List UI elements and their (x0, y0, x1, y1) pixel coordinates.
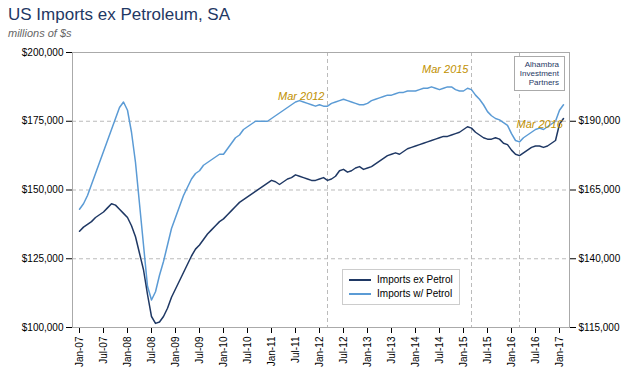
html-text:US Imports ex Petroleum, SA: US Imports ex Petroleum, SA (8, 5, 230, 24)
svg-text:Jan-14: Jan-14 (410, 336, 421, 367)
svg-text:$165,000: $165,000 (579, 184, 621, 195)
svg-text:$125,000: $125,000 (22, 253, 64, 264)
svg-text:Jul-11: Jul-11 (290, 336, 301, 363)
svg-text:Jan-10: Jan-10 (218, 336, 229, 367)
svg-text:Mar 2016: Mar 2016 (517, 118, 564, 130)
svg-text:Jan-08: Jan-08 (122, 336, 133, 367)
svg-text:Jul-08: Jul-08 (146, 336, 157, 364)
svg-text:Mar 2015: Mar 2015 (422, 63, 469, 75)
svg-text:Jan-17: Jan-17 (554, 336, 565, 367)
svg-text:Jul-15: Jul-15 (482, 336, 493, 364)
svg-text:Jan-13: Jan-13 (362, 336, 373, 367)
svg-text:$115,000: $115,000 (579, 322, 620, 333)
svg-text:Jul-09: Jul-09 (194, 336, 205, 364)
html-text:Imports w/ Petrol: Imports w/ Petrol (377, 288, 453, 299)
html-text:Alhambra Investment Partners: Alhambra Investment Partners (519, 60, 559, 87)
svg-text:Jul-16: Jul-16 (530, 336, 541, 364)
svg-text:Jul-14: Jul-14 (434, 336, 445, 364)
svg-text:Jul-12: Jul-12 (338, 336, 349, 364)
svg-text:Jul-07: Jul-07 (98, 336, 109, 364)
svg-text:$100,000: $100,000 (22, 322, 64, 333)
svg-text:Jul-13: Jul-13 (386, 336, 397, 364)
svg-text:Mar 2012: Mar 2012 (278, 90, 324, 102)
svg-text:$190,000: $190,000 (579, 115, 621, 126)
svg-text:Jan-09: Jan-09 (170, 336, 181, 367)
svg-text:Jan-16: Jan-16 (506, 336, 517, 367)
svg-text:Jan-15: Jan-15 (458, 336, 469, 367)
html-text:Imports ex Petrol: Imports ex Petrol (377, 274, 453, 285)
svg-text:Jan-07: Jan-07 (74, 336, 85, 367)
svg-text:$140,000: $140,000 (579, 253, 621, 264)
svg-text:$175,000: $175,000 (22, 115, 64, 126)
svg-text:Jul-10: Jul-10 (242, 336, 253, 364)
svg-text:Jan-12: Jan-12 (314, 336, 325, 367)
svg-text:$200,000: $200,000 (22, 47, 64, 58)
svg-text:Jan-11: Jan-11 (266, 336, 277, 366)
html-text:millions of $s: millions of $s (8, 27, 72, 39)
svg-text:$150,000: $150,000 (22, 184, 64, 195)
